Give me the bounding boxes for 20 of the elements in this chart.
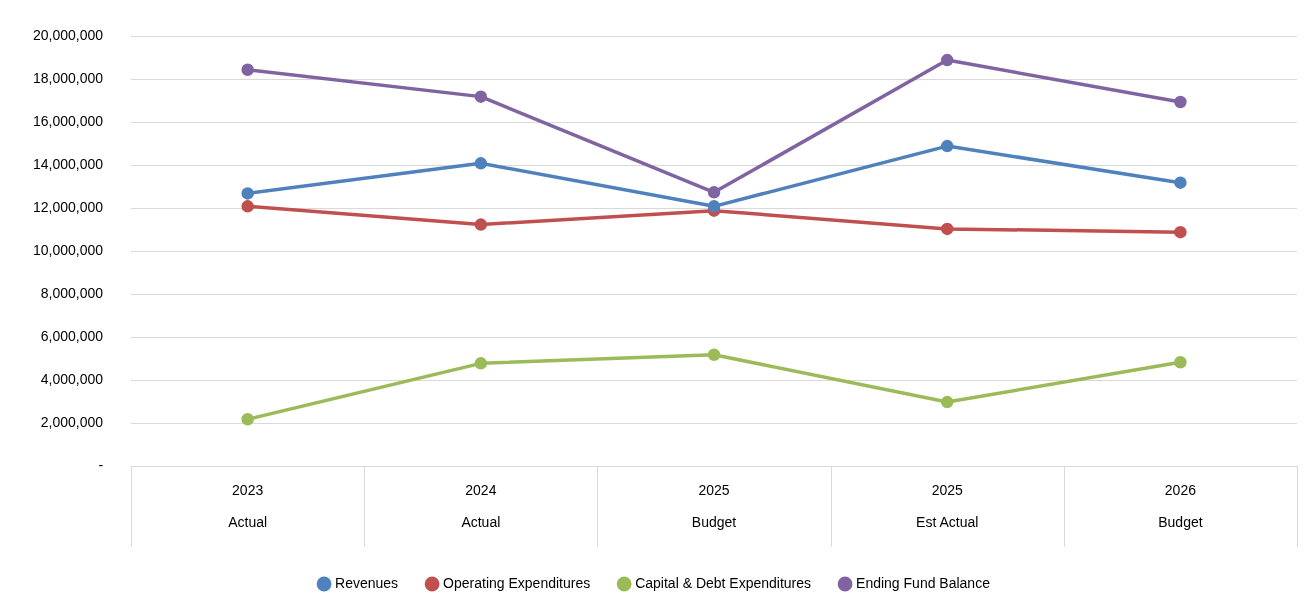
y-tick-label: 10,000,000: [32, 242, 104, 259]
y-tick-label: 20,000,000: [32, 27, 104, 44]
x-tick-label: 2025 Est Actual: [916, 481, 979, 530]
y-tick-label: 16,000,000: [32, 113, 104, 130]
legend-label: Capital & Debt Expenditures: [635, 574, 812, 591]
x-tick-label: 2024 Actual: [461, 481, 501, 530]
legend-label: Revenues: [335, 574, 399, 591]
x-tick-label: 2026 Budget: [1158, 481, 1203, 530]
x-tick-label: 2025 Budget: [691, 481, 737, 530]
legend-label: Ending Fund Balance: [856, 574, 991, 591]
y-tick-label: 14,000,000: [32, 156, 104, 173]
x-tick-label: 2023 Actual: [228, 481, 268, 530]
y-tick-label: 18,000,000: [32, 70, 104, 87]
y-tick-label: 8,000,000: [40, 285, 104, 302]
y-tick-label: 4,000,000: [40, 371, 104, 388]
y-tick-label: 2,000,000: [40, 414, 104, 431]
y-tick-label: 6,000,000: [40, 328, 104, 345]
y-tick-label: 12,000,000: [32, 199, 104, 216]
y-tick-label: -: [98, 457, 104, 474]
legend-label: Operating Expenditures: [443, 574, 591, 591]
